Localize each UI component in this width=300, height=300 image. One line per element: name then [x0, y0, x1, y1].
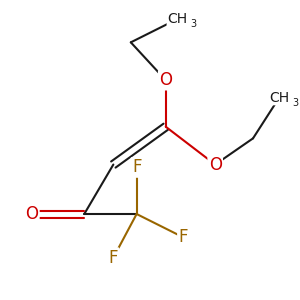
Text: O: O: [209, 155, 222, 173]
Text: O: O: [159, 71, 172, 89]
Text: O: O: [26, 205, 38, 223]
Text: 3: 3: [190, 19, 196, 29]
Text: F: F: [132, 158, 141, 176]
Text: F: F: [109, 249, 118, 267]
Text: CH: CH: [167, 12, 188, 26]
Text: CH: CH: [269, 91, 289, 105]
Text: F: F: [178, 228, 188, 246]
Text: 3: 3: [292, 98, 298, 108]
